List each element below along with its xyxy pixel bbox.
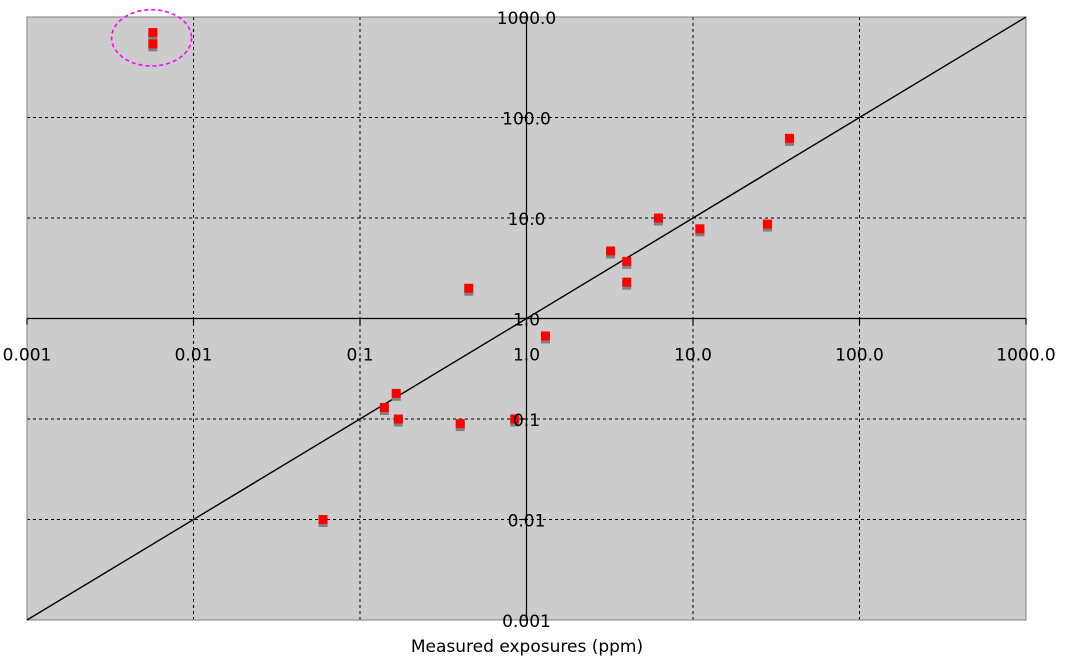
y-tick-label: 1.0 [513, 311, 540, 331]
data-point-1 [148, 28, 158, 38]
data-point-7 [455, 419, 465, 429]
data-point-2 [148, 39, 158, 49]
data-point-14 [653, 213, 663, 223]
data-point-8 [464, 283, 474, 293]
y-tick-label: 0.001 [502, 612, 551, 632]
y-tick-label: 1000.0 [497, 9, 556, 29]
data-point-3 [318, 515, 328, 524]
x-tick-label: 1000.0 [996, 346, 1055, 366]
y-tick-label: 10.0 [508, 210, 546, 230]
data-point-12 [622, 256, 632, 266]
y-tick-label: 0.1 [513, 411, 540, 431]
y-tick-labels: 0.001 0.01 0.1 1.0 10.0 100.0 1000.0 [497, 9, 556, 632]
data-point-5 [391, 388, 401, 398]
x-tick-labels: 0.001 0.01 0.1 1.0 10.0 100.0 1000.0 [3, 346, 1056, 366]
data-point-4 [379, 403, 389, 413]
data-point-17 [785, 133, 795, 143]
x-axis-title: Measured exposures (ppm) [411, 637, 643, 657]
highlight-ellipse [110, 8, 193, 67]
x-tick-label: 0.1 [346, 346, 373, 366]
x-tick-label: 10.0 [674, 346, 712, 366]
x-tick-label: 0.001 [3, 346, 52, 366]
data-point-15 [695, 224, 705, 234]
data-point-13 [622, 277, 632, 287]
x-tick-label: 100.0 [835, 346, 884, 366]
y-tick-label: 100.0 [502, 110, 551, 130]
data-point-6 [393, 414, 403, 424]
data-point-9 [510, 414, 520, 424]
data-point-10 [540, 331, 550, 341]
y-tick-label: 0.01 [508, 512, 546, 532]
data-point-11 [606, 246, 616, 256]
x-tick-label: 1.0 [513, 346, 540, 366]
x-tick-label: 0.01 [175, 346, 213, 366]
data-points [148, 28, 795, 527]
identity-reference-line [26, 16, 1027, 621]
data-point-16 [762, 219, 772, 229]
